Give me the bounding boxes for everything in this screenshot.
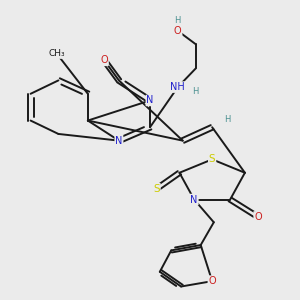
Text: S: S <box>153 184 160 194</box>
Text: O: O <box>100 55 108 65</box>
Text: H: H <box>175 16 181 25</box>
Text: CH₃: CH₃ <box>48 49 65 58</box>
Text: N: N <box>115 136 123 146</box>
Text: O: O <box>254 212 262 222</box>
Text: NH: NH <box>170 82 185 92</box>
Text: H: H <box>224 115 230 124</box>
Text: N: N <box>190 194 198 205</box>
Text: N: N <box>146 95 154 106</box>
Text: O: O <box>174 26 182 36</box>
Text: S: S <box>209 154 215 164</box>
Text: H: H <box>192 87 198 96</box>
Text: O: O <box>208 276 216 286</box>
